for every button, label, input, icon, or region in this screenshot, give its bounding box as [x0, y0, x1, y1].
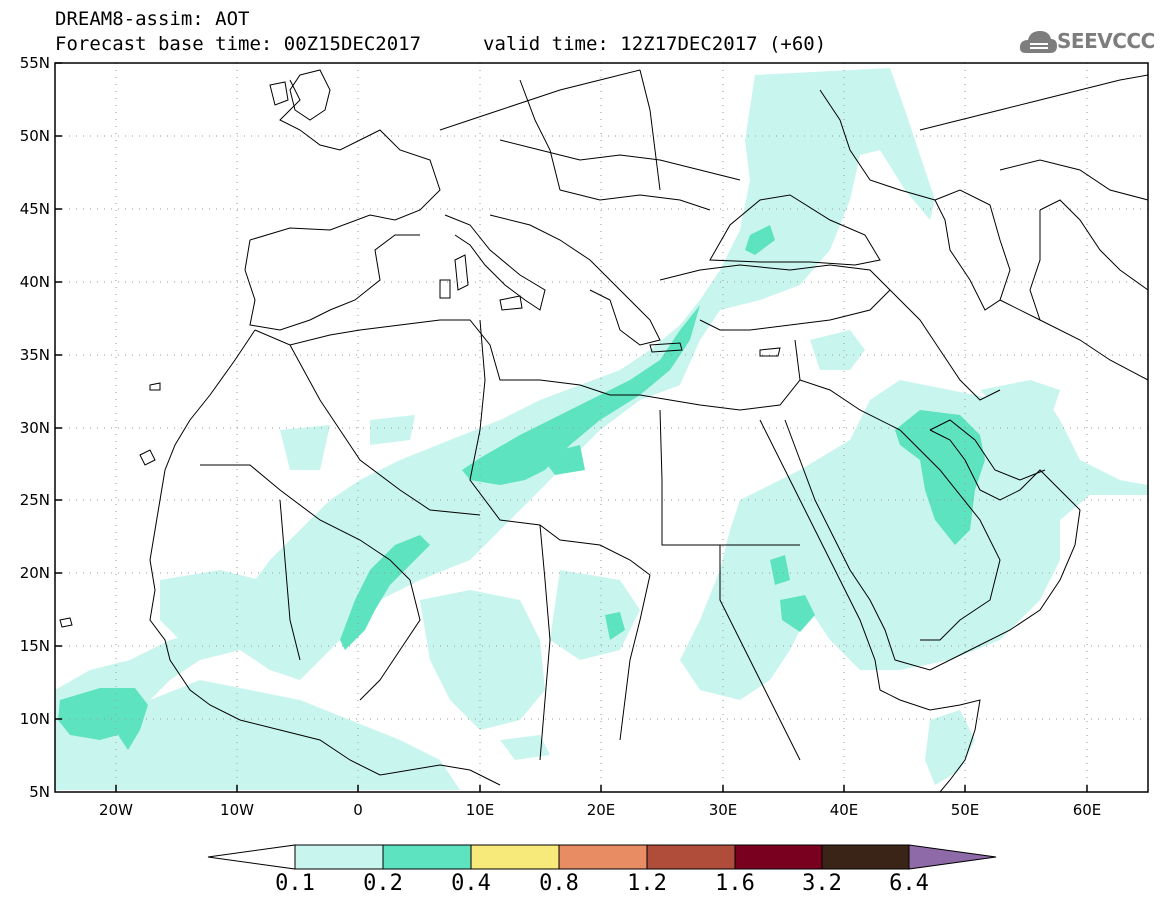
- lon-label-50e: 50E: [950, 801, 980, 819]
- valid-time: valid time: 12Z17DEC2017 (+60): [483, 33, 827, 55]
- colorbar-swatch-7: [821, 844, 910, 870]
- lat-label-45n: 45N: [19, 200, 50, 218]
- lat-label-50n: 50N: [19, 127, 50, 145]
- colorbar-swatch-6: [734, 844, 823, 870]
- colorbar-label-1.2: 1.2: [627, 871, 667, 896]
- lat-label-25n: 25N: [19, 491, 50, 509]
- lat-label-15n: 15N: [19, 637, 50, 655]
- lat-label-20n: 20N: [19, 564, 50, 582]
- lat-label-55n: 55N: [19, 54, 50, 72]
- lon-label-60e: 60E: [1072, 801, 1102, 819]
- lon-label-0: 0: [353, 801, 363, 819]
- colorbar-label-0.2: 0.2: [363, 871, 403, 896]
- lon-label-20w: 20W: [99, 801, 133, 819]
- colorbar-swatch-5: [646, 844, 736, 870]
- seevccc-logo: [1019, 31, 1057, 53]
- lat-label-40n: 40N: [19, 273, 50, 291]
- colorbar-label-3.2: 3.2: [802, 871, 842, 896]
- colorbar-low-arrow: [207, 844, 296, 870]
- lon-label-10w: 10W: [220, 801, 254, 819]
- lon-label-30e: 30E: [708, 801, 738, 819]
- lon-label-20e: 20E: [586, 801, 616, 819]
- lat-label-10n: 10N: [19, 710, 50, 728]
- colorbar-label-0.4: 0.4: [451, 871, 491, 896]
- lat-label-30n: 30N: [19, 419, 50, 437]
- lon-label-40e: 40E: [829, 801, 859, 819]
- colorbar-label-0.8: 0.8: [539, 871, 579, 896]
- colorbar-high-arrow: [908, 844, 997, 870]
- colorbar-swatch-4: [558, 844, 648, 870]
- cloud-icon: [1019, 31, 1057, 53]
- logo-text: SEEVCCC: [1057, 29, 1155, 53]
- colorbar: [207, 844, 997, 870]
- lat-label-35n: 35N: [19, 346, 50, 364]
- aot-mid-shading: [58, 225, 985, 750]
- colorbar-swatch-2: [382, 844, 472, 870]
- axis-ticks: [55, 62, 1088, 792]
- aot-low-shading: [55, 68, 1148, 790]
- colorbar-swatch-1: [294, 844, 384, 870]
- colorbar-swatch-3: [470, 844, 560, 870]
- colorbar-label-1.6: 1.6: [715, 871, 755, 896]
- forecast-base-time: Forecast base time: 00Z15DEC2017: [55, 33, 422, 55]
- colorbar-label-6.4: 6.4: [889, 871, 929, 896]
- coastlines-borders: [59, 69, 1148, 792]
- colorbar-label-0.1: 0.1: [275, 871, 315, 896]
- lat-label-5n: 5N: [29, 783, 50, 801]
- lon-label-10e: 10E: [465, 801, 495, 819]
- map-title: DREAM8-assim: AOT: [55, 8, 250, 30]
